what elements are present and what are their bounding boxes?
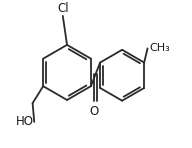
Text: O: O [89,105,98,118]
Text: CH₃: CH₃ [149,43,170,53]
Text: HO: HO [16,115,34,128]
Text: Cl: Cl [57,1,69,15]
